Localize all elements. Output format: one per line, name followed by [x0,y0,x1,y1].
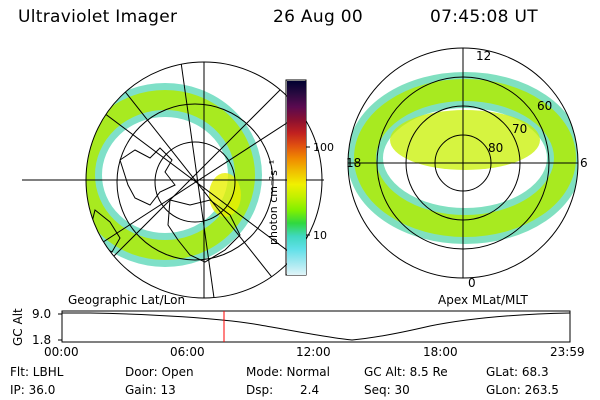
colorbar-unit-label: photon cm⁻²s⁻¹ [267,160,280,245]
altitude-ytick-1.8: 1.8 [32,333,51,347]
status-gain: Gain: 13 [125,383,176,397]
colorbar-tick-100: 100 [313,141,334,154]
xtick-0000: 00:00 [44,345,79,359]
geographic-map [22,61,324,299]
mlt-label-6: 6 [580,156,588,170]
altitude-plot: GC Alt 9.0 1.8 [11,307,571,347]
instrument-title: Ultraviolet Imager [18,7,178,27]
xtick-2359: 23:59 [550,345,585,359]
coastline-canada [167,199,241,263]
status-dsp-value: 2.4 [300,383,320,397]
mlat-label-60: 60 [537,99,552,113]
mag-bright-band [390,110,540,170]
status-mode: Mode: Normal [246,365,330,379]
altitude-curve [62,312,571,341]
mlat-label-70: 70 [512,122,527,136]
colorbar: 100 10 photon cm⁻²s⁻¹ [267,79,334,276]
status-glon: GLon: 263.5 [486,383,559,397]
mlt-label-18: 18 [346,156,361,170]
mlt-label-0: 0 [468,276,476,290]
status-dsp-label: Dsp: [246,383,274,397]
xtick-1800: 18:00 [423,345,458,359]
mlat-label-80: 80 [488,141,503,155]
status-glat: GLat: 68.3 [486,365,549,379]
auroral-oval [86,90,255,260]
lat-circle [116,103,274,261]
geographic-caption: Geographic Lat/Lon [68,293,186,307]
status-gc-alt: GC Alt: 8.5 Re [364,365,448,379]
time-label: 07:45:08 UT [430,7,538,27]
status-door: Door: Open [125,365,194,379]
mlt-label-12: 12 [476,49,491,63]
colorbar-frame [285,79,307,276]
colorbar-gradient [287,81,306,275]
status-seq: Seq: 30 [364,383,410,397]
auroral-bright-spot [209,173,241,217]
status-filter: Flt: LBHL [10,365,64,379]
altitude-plot-frame [61,310,571,343]
status-ip: IP: 36.0 [10,383,56,397]
lon-line [86,94,322,271]
coastline-greenland [119,147,176,206]
mag-auroral-oval [354,79,576,237]
magnetic-polar-plot: 12 18 6 0 60 70 80 [346,47,588,290]
date-label: 26 Aug 00 [273,7,363,27]
altitude-ytick-9: 9.0 [32,307,51,321]
xtick-1200: 12:00 [296,345,331,359]
lat-circle [154,141,236,223]
magnetic-caption: Apex MLat/MLT [438,293,528,307]
xtick-0600: 06:00 [170,345,205,359]
altitude-ylabel: GC Alt [11,308,25,346]
colorbar-tick-10: 10 [313,229,327,242]
